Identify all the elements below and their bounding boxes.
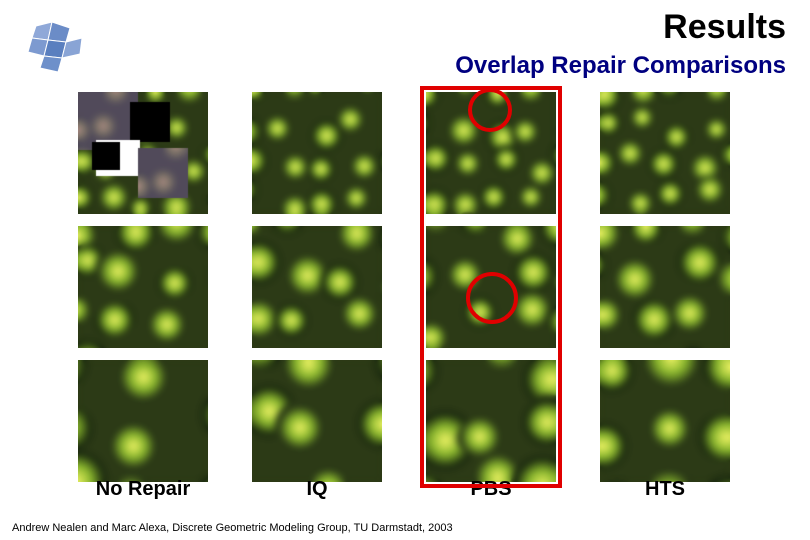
- texture-cell: [426, 92, 556, 214]
- texture-cell: [600, 226, 730, 348]
- texture-cell: [600, 92, 730, 214]
- col-label: PBS: [426, 478, 556, 501]
- texture-cell: [600, 360, 730, 482]
- logo-icon: [18, 18, 98, 78]
- texture-cell: [78, 226, 208, 348]
- col-label: HTS: [600, 478, 730, 501]
- col-label: No Repair: [78, 478, 208, 501]
- texture-cell: [78, 360, 208, 482]
- column-labels: No Repair IQ PBS HTS: [78, 478, 730, 501]
- comparison-grid: [78, 92, 730, 482]
- texture-cell: [426, 226, 556, 348]
- texture-cell: [252, 226, 382, 348]
- texture-cell: [78, 92, 208, 214]
- col-label: IQ: [252, 478, 382, 501]
- texture-cell: [426, 360, 556, 482]
- page-subtitle: Overlap Repair Comparisons: [455, 52, 786, 80]
- texture-cell: [252, 360, 382, 482]
- footer-text: Andrew Nealen and Marc Alexa, Discrete G…: [12, 522, 453, 534]
- texture-cell: [252, 92, 382, 214]
- page-title: Results: [663, 8, 786, 47]
